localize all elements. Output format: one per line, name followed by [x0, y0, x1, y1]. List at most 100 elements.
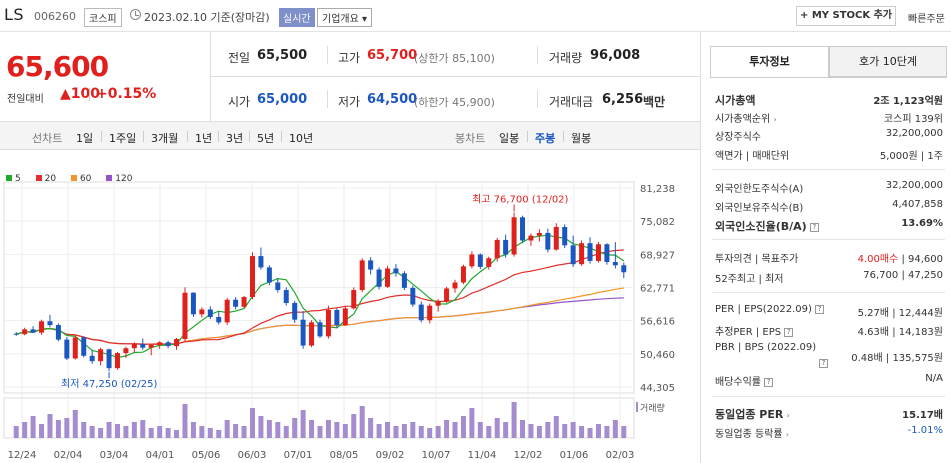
divider: [327, 90, 328, 108]
y-tick-label: 62,771: [640, 284, 675, 295]
candle: [376, 269, 382, 287]
candle: [393, 268, 399, 274]
x-tick-label: 07/01: [284, 450, 313, 461]
y-tick-label: 68,927: [640, 250, 675, 261]
help-icon[interactable]: ?: [784, 327, 794, 337]
candle: [410, 287, 416, 305]
volume-bar: [165, 428, 171, 438]
tab-3year[interactable]: 3년: [226, 132, 244, 145]
candle: [123, 348, 129, 354]
candle: [401, 273, 407, 288]
volume-bar: [579, 426, 585, 438]
candle: [283, 290, 289, 303]
volume-bar: [182, 404, 188, 438]
candle: [182, 292, 188, 340]
candle: [199, 309, 205, 315]
tab-monthly[interactable]: 월봉: [571, 132, 592, 145]
y-tick-label: 50,460: [640, 350, 675, 361]
x-tick-label: 02/03: [606, 450, 635, 461]
amount-value: 6,256: [602, 92, 644, 107]
y-tick-label: 75,082: [640, 217, 675, 228]
volume-bar: [562, 424, 568, 438]
dividend-value: N/A: [925, 373, 943, 384]
stock-code: 006260: [34, 10, 76, 23]
tab-1day[interactable]: 1일: [76, 132, 94, 145]
candle: [621, 265, 627, 273]
candlestick-chart[interactable]: 81,238 75,082 68,927 62,771 56,616 50,460 44,3…: [0, 180, 700, 463]
prev-close-value: 65,500: [257, 48, 308, 63]
tab-5year[interactable]: 5년: [257, 132, 275, 145]
divider: [710, 77, 947, 78]
face-value-label: 액면가 | 매매단위: [715, 151, 790, 162]
volume-bar: [469, 408, 475, 438]
divider: [712, 396, 945, 397]
volume-bar: [207, 428, 213, 438]
x-tick-label: 11/04: [468, 450, 497, 461]
candle: [241, 297, 247, 307]
legend-swatch: [106, 175, 113, 181]
volume-bar: [47, 414, 53, 438]
candle: [89, 355, 95, 362]
opinion-value: 4.00매수: [857, 254, 899, 265]
help-icon[interactable]: ?: [764, 377, 774, 387]
x-tick-label: 06/03: [238, 450, 267, 461]
foreign-rate-value: 13.69%: [901, 218, 943, 229]
candle: [22, 329, 28, 335]
tab-investment-info[interactable]: 투자정보: [710, 46, 829, 77]
candle: [511, 217, 517, 255]
change-percent: +0.15%: [96, 86, 157, 102]
legend-ma5: 5: [6, 174, 21, 184]
divider: [218, 131, 219, 142]
high-label: 고가: [338, 51, 361, 65]
volume-bar: [292, 418, 298, 438]
volume-bar: [418, 426, 424, 438]
candle: [477, 254, 483, 267]
current-price: 65,600: [6, 50, 109, 83]
volume-bar: [22, 422, 28, 438]
divider: [211, 76, 700, 77]
candle: [190, 292, 196, 315]
tab-daily[interactable]: 일봉: [499, 132, 520, 145]
volume-bar: [114, 424, 120, 438]
help-icon[interactable]: ?: [809, 222, 819, 232]
volume-bar: [528, 424, 534, 438]
x-tick-label: 10/07: [422, 450, 451, 461]
candle: [587, 243, 593, 261]
tab-3month[interactable]: 3개월: [151, 132, 179, 145]
tab-weekly[interactable]: 주봉: [535, 132, 556, 145]
candle: [570, 245, 576, 265]
target-price: 94,600: [908, 254, 943, 265]
candle: [469, 254, 475, 267]
market-badge: 코스피: [84, 8, 122, 27]
realtime-button[interactable]: 실시간: [279, 8, 315, 27]
candle: [418, 304, 424, 321]
week52-label: 52주최고 | 최저: [715, 274, 784, 285]
company-overview-dropdown[interactable]: 기업개요 ▾: [317, 8, 372, 27]
help-icon[interactable]: ?: [815, 304, 825, 314]
market-cap-rank-value: 코스피 139위: [883, 114, 943, 125]
tab-orderbook-10[interactable]: 호가 10단계: [829, 46, 947, 77]
divider: [101, 131, 102, 142]
candle: [435, 301, 441, 306]
candle: [385, 268, 391, 287]
change-label: 전일대비: [7, 94, 44, 105]
help-icon[interactable]: ?: [819, 358, 828, 368]
candle: [452, 282, 458, 289]
candle-chart-label: 봉차트: [455, 132, 486, 145]
candle: [258, 256, 264, 268]
pbr-value: 0.48배 | 135,575원: [851, 353, 943, 364]
candle: [309, 322, 315, 346]
volume-legend-swatch: [636, 402, 638, 412]
stock-name: LS: [4, 5, 25, 24]
candle: [98, 349, 104, 362]
quick-order-link[interactable]: 빠른주문: [908, 14, 945, 25]
volume-bar: [401, 424, 407, 438]
candle: [81, 337, 87, 356]
candle: [612, 262, 618, 266]
add-mystock-button[interactable]: + MY STOCK 추가: [796, 6, 896, 26]
tab-1week[interactable]: 1주일: [109, 132, 137, 145]
tab-10year[interactable]: 10년: [289, 132, 314, 145]
tab-1year[interactable]: 1년: [195, 132, 213, 145]
candle: [224, 299, 230, 323]
volume-bar: [123, 426, 129, 438]
